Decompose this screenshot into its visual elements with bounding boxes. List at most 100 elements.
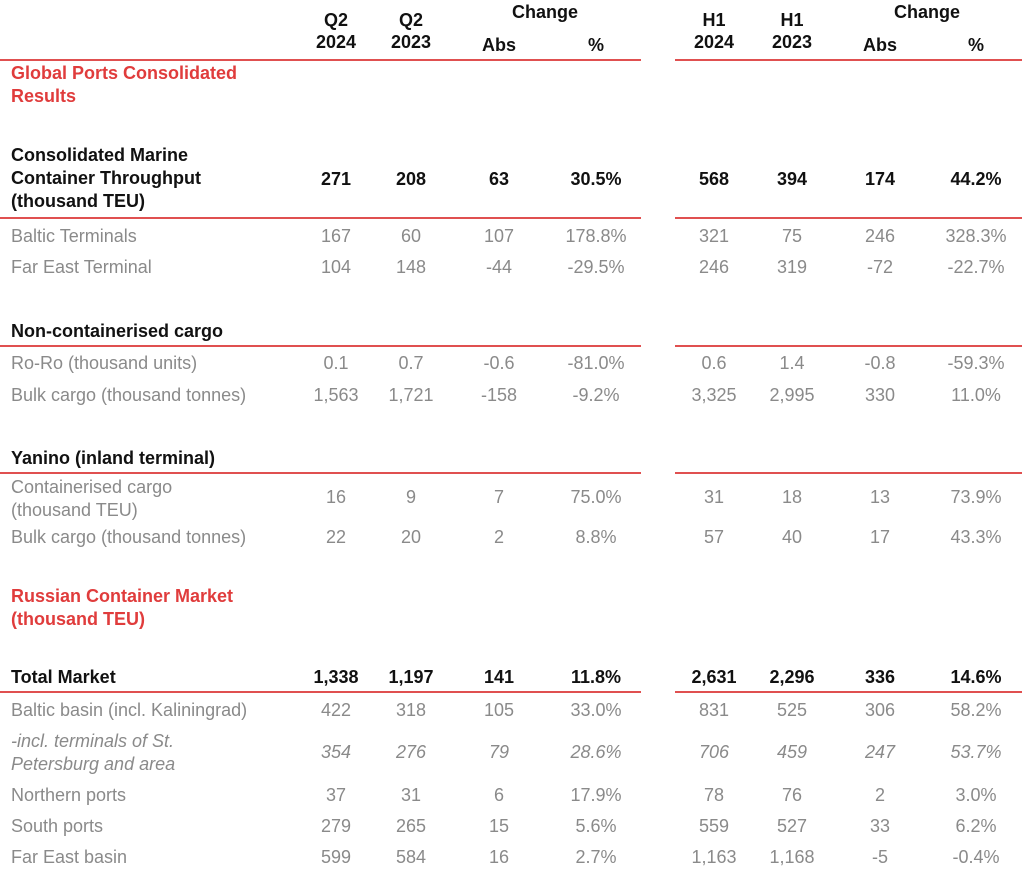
cell-pct-q: -81.0% (567, 353, 625, 373)
cell-h1-2024: 321 (698, 226, 730, 246)
cell-pct-q: 30.5% (570, 169, 622, 189)
cell-q2-2023: 584 (395, 847, 427, 867)
cell-h1-2024: 31 (703, 487, 725, 507)
row-label-non-containerised: Non-containerised cargo (11, 321, 224, 341)
cell-abs-q: 15 (488, 816, 510, 836)
row-label-far-east-terminal: Far East Terminal (11, 257, 152, 277)
cell-q2-2023: 148 (395, 257, 427, 277)
header-period: Q2 (398, 10, 423, 30)
cell-abs-h: 174 (864, 169, 896, 189)
header-period: Q2 (323, 10, 348, 30)
rule-non-containerised-left (0, 345, 641, 347)
cell-pct-q: 28.6% (570, 742, 622, 762)
cell-q2-2024: 599 (320, 847, 352, 867)
cell-q2-2024: 104 (320, 257, 352, 277)
cell-pct-h: 44.2% (950, 169, 1002, 189)
cell-abs-h: 33 (869, 816, 891, 836)
label-line: (thousand TEU) (11, 500, 138, 520)
cell-h1-2024: 559 (698, 816, 730, 836)
col-header-h1-2023: H1 2023 (762, 9, 822, 53)
cell-h1-2024: 78 (703, 785, 725, 805)
cell-q2-2024: 167 (320, 226, 352, 246)
section-title-russian-market: Russian Container Market (thousand TEU) (11, 585, 233, 631)
cell-h1-2023: 1.4 (779, 353, 805, 373)
cell-h1-2024: 706 (698, 742, 730, 762)
header-year: 2024 (315, 32, 357, 52)
cell-abs-h: -5 (871, 847, 888, 867)
label-line: Containerised cargo (11, 477, 173, 497)
cell-q2-2024: 1,563 (313, 385, 359, 405)
cell-abs-q: 7 (493, 487, 504, 507)
label-line: Consolidated Marine (11, 145, 189, 165)
cell-q2-2024: 271 (320, 169, 352, 189)
cell-h1-2024: 2,631 (691, 667, 737, 687)
cell-q2-2024: 0.1 (323, 353, 349, 373)
section-title-line: Global Ports Consolidated (11, 63, 238, 83)
cell-abs-h: 13 (869, 487, 891, 507)
cell-pct-q: 8.8% (575, 527, 617, 547)
cell-h1-2024: 568 (698, 169, 730, 189)
cell-abs-q: 107 (483, 226, 515, 246)
cell-q2-2023: 276 (395, 742, 427, 762)
header-year: 2024 (693, 32, 735, 52)
row-label-yanino-containerised: Containerised cargo (thousand TEU) (11, 476, 172, 522)
cell-abs-q: 105 (483, 700, 515, 720)
row-label-consolidated: Consolidated Marine Container Throughput… (11, 144, 201, 213)
cell-pct-q: 2.7% (575, 847, 617, 867)
cell-pct-h: 73.9% (950, 487, 1002, 507)
cell-h1-2024: 0.6 (701, 353, 727, 373)
cell-pct-q: 178.8% (565, 226, 627, 246)
cell-q2-2023: 31 (400, 785, 422, 805)
cell-pct-q: 33.0% (570, 700, 622, 720)
cell-q2-2023: 1,721 (388, 385, 434, 405)
cell-abs-h: 336 (864, 667, 896, 687)
col-header-h1-2024: H1 2024 (684, 9, 744, 53)
header-period: H1 (780, 10, 804, 30)
section-title-line: (thousand TEU) (11, 609, 145, 629)
row-label-northern-ports: Northern ports (11, 785, 127, 805)
label-line: Container Throughput (11, 168, 201, 188)
cell-h1-2023: 1,168 (769, 847, 815, 867)
row-label-bulk-cargo: Bulk cargo (thousand tonnes) (11, 385, 247, 405)
col-header-pct-q: % (587, 35, 604, 55)
cell-pct-h: 6.2% (955, 816, 997, 836)
header-year: 2023 (390, 32, 432, 52)
section-title-line: Russian Container Market (11, 586, 234, 606)
row-label-far-east-basin: Far East basin (11, 847, 128, 867)
label-line: -incl. terminals of St. (11, 731, 175, 751)
cell-h1-2023: 525 (776, 700, 808, 720)
cell-h1-2024: 57 (703, 527, 725, 547)
cell-q2-2024: 354 (320, 742, 352, 762)
cell-pct-q: 17.9% (570, 785, 622, 805)
cell-h1-2023: 75 (781, 226, 803, 246)
section-title-global-ports: Global Ports Consolidated Results (11, 62, 237, 108)
cell-pct-q: 5.6% (575, 816, 617, 836)
rule-total-market-left (0, 691, 641, 693)
row-label-baltic-basin: Baltic basin (incl. Kaliningrad) (11, 700, 248, 720)
cell-q2-2024: 37 (325, 785, 347, 805)
cell-pct-h: 328.3% (945, 226, 1007, 246)
cell-h1-2023: 18 (781, 487, 803, 507)
cell-pct-q: 75.0% (570, 487, 622, 507)
cell-h1-2024: 3,325 (691, 385, 737, 405)
cell-pct-q: 11.8% (570, 667, 622, 687)
row-label-south-ports: South ports (11, 816, 104, 836)
col-header-pct-h: % (967, 35, 984, 55)
cell-abs-q: 79 (488, 742, 510, 762)
row-label-st-petersburg: -incl. terminals of St. Petersburg and a… (11, 730, 175, 776)
col-header-abs-q: Abs (481, 35, 516, 55)
cell-q2-2024: 422 (320, 700, 352, 720)
cell-h1-2024: 246 (698, 257, 730, 277)
cell-abs-q: 141 (483, 667, 515, 687)
cell-abs-h: 246 (864, 226, 896, 246)
col-header-change-h: Change (893, 2, 960, 22)
label-line: (thousand TEU) (11, 191, 145, 211)
cell-h1-2023: 2,995 (769, 385, 815, 405)
cell-q2-2024: 22 (325, 527, 347, 547)
cell-q2-2023: 0.7 (398, 353, 424, 373)
cell-q2-2023: 265 (395, 816, 427, 836)
rule-consolidated-right (675, 217, 1022, 219)
cell-q2-2023: 1,197 (388, 667, 434, 687)
cell-q2-2023: 60 (400, 226, 422, 246)
cell-h1-2023: 459 (776, 742, 808, 762)
